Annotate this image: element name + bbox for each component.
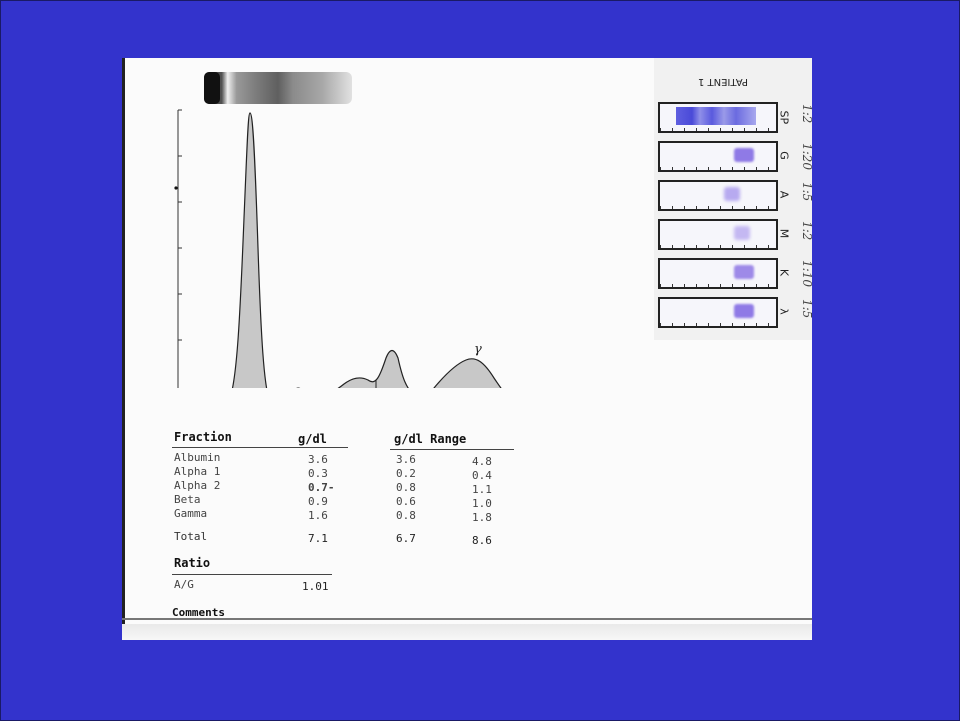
ife-lane-g — [658, 141, 778, 172]
ife-label-a: A — [777, 190, 791, 199]
trace-area — [231, 112, 502, 388]
ife-band-g — [734, 148, 754, 162]
ife-title: PATIENT 1 — [698, 76, 748, 87]
ratio-rule — [172, 574, 332, 575]
ife-dilution-sp: 1:2 — [800, 104, 812, 124]
ife-lane-m — [658, 219, 778, 250]
ife-dilution-a: 1:5 — [800, 182, 812, 202]
paper-edge — [122, 58, 125, 640]
ife-dilution-g: 1:20 — [800, 143, 812, 170]
header-rule — [172, 447, 348, 448]
row-alpha2-name: Alpha 2 — [174, 479, 221, 492]
row-gamma-value: 1.6 — [308, 509, 328, 522]
row-alpha2-high: 1.1 — [472, 483, 492, 496]
row-alpha2-value: 0.7- — [308, 481, 335, 494]
ife-lane-k — [658, 258, 778, 289]
row-albumin-high: 4.8 — [472, 455, 492, 468]
gel-strip — [204, 72, 352, 104]
paper-bottom-line — [122, 618, 812, 620]
row-total-name: Total — [174, 530, 208, 543]
row-alpha1-name: Alpha 1 — [174, 465, 221, 478]
row-gamma-name: Gamma — [174, 507, 208, 520]
fraction-header: Fraction — [174, 430, 232, 444]
ife-label-sp: SP — [777, 110, 791, 125]
row-alpha2-low: 0.8 — [396, 481, 416, 494]
row-albumin-low: 3.6 — [396, 453, 416, 466]
ife-band-a — [724, 187, 740, 201]
ife-lane-lambda — [658, 297, 778, 328]
ratio-name: A/G — [174, 578, 194, 591]
row-alpha1-value: 0.3 — [308, 467, 328, 480]
gdl-header: g/dl — [298, 432, 327, 446]
row-beta-low: 0.6 — [396, 495, 416, 508]
gdl-range-header: g/dl Range — [394, 432, 467, 446]
row-beta-value: 0.9 — [308, 495, 328, 508]
ife-lane-sp — [658, 102, 778, 133]
ife-label-g: G — [777, 151, 791, 160]
row-beta-name: Beta — [174, 493, 201, 506]
ife-dilution-lambda: 1:5 — [800, 299, 812, 319]
electrophoresis-report: γ Fraction g/dl g/dl Range Albumin 3.6 3… — [122, 58, 812, 640]
row-gamma-high: 1.8 — [472, 511, 492, 524]
ife-label-k: K — [777, 268, 791, 277]
ife-band-sp — [676, 107, 756, 125]
row-alpha1-low: 0.2 — [396, 467, 416, 480]
row-total-value: 7.1 — [308, 532, 328, 545]
row-alpha1-high: 0.4 — [472, 469, 492, 482]
ife-label-lambda: λ — [777, 308, 791, 315]
ratio-header: Ratio — [174, 556, 211, 570]
row-gamma-low: 0.8 — [396, 509, 416, 522]
ife-band-m — [734, 226, 750, 240]
row-total-low: 6.7 — [396, 532, 416, 545]
range-header-rule — [390, 449, 514, 450]
ife-lane-a — [658, 180, 778, 211]
ife-dilution-k: 1:10 — [800, 260, 812, 287]
row-beta-high: 1.0 — [472, 497, 492, 510]
ife-label-m: M — [777, 228, 791, 239]
row-albumin-name: Albumin — [174, 451, 221, 464]
comments-label: Comments — [172, 606, 225, 619]
ratio-value: 1.01 — [302, 580, 329, 593]
ife-dilution-m: 1:2 — [800, 221, 812, 241]
row-albumin-value: 3.6 — [308, 453, 328, 466]
ife-band-lambda — [734, 304, 754, 318]
paper-bottom-shade — [122, 624, 812, 640]
row-total-high: 8.6 — [472, 534, 492, 547]
densitometry-trace — [174, 72, 502, 388]
ife-band-k — [734, 265, 754, 279]
immunofixation-panel: PATIENT 1 SP 1:2 G 1:20 A 1:5 M 1:2 K — [654, 58, 812, 340]
gamma-peak-mark: γ — [474, 342, 482, 357]
